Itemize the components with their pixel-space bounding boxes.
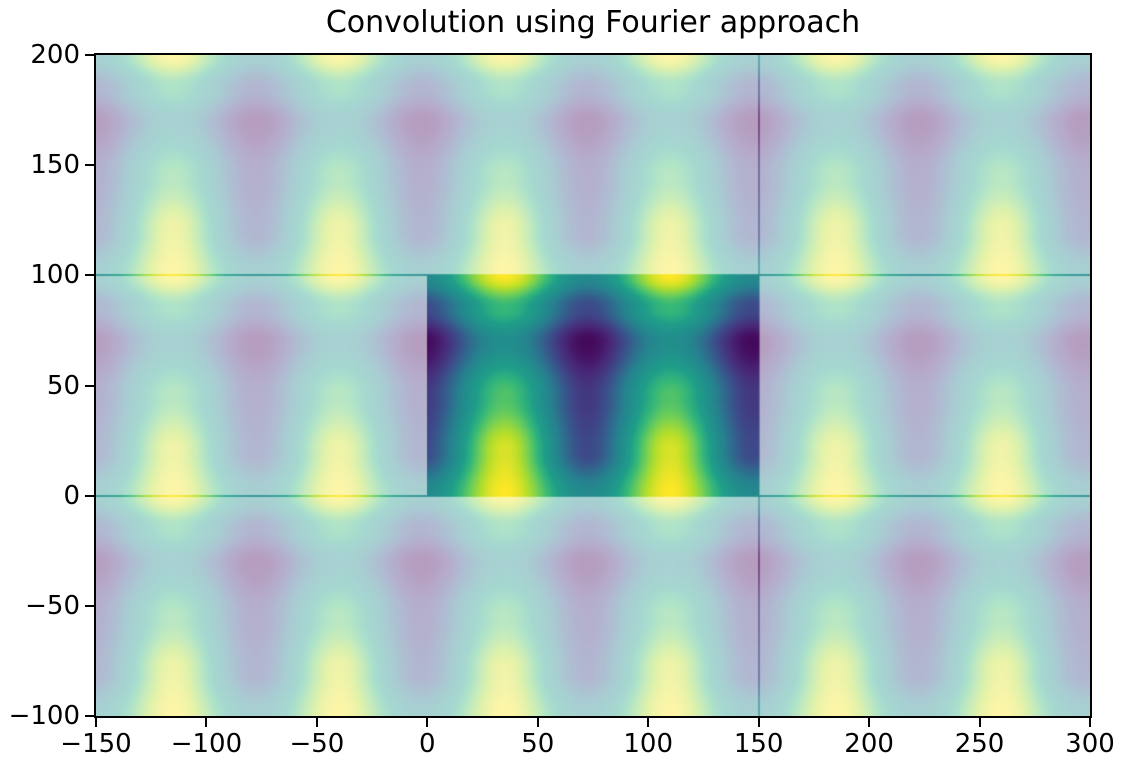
y-tick-label: 100 [30, 260, 80, 291]
y-tick-mark [85, 54, 94, 56]
x-tick-mark [536, 718, 539, 727]
y-tick-mark [85, 384, 94, 387]
x-tick-label: −150 [60, 729, 132, 759]
y-tick-label: 50 [46, 370, 80, 401]
x-tick-mark [205, 718, 208, 727]
x-tick-label: 200 [844, 729, 894, 759]
y-tick-label: 0 [63, 480, 80, 511]
x-tick-mark [757, 718, 760, 727]
x-tick-label: −50 [289, 729, 345, 759]
x-tick-mark [95, 718, 97, 727]
plot-area [94, 53, 1092, 718]
x-tick-mark [315, 718, 318, 727]
y-tick-mark [85, 494, 94, 497]
x-tick-label: 250 [954, 729, 1005, 759]
y-tick-mark [85, 715, 94, 717]
x-tick-mark [1089, 718, 1091, 727]
y-tick-mark [85, 164, 94, 167]
y-tick-mark [85, 274, 94, 277]
y-tick-label: 150 [30, 150, 80, 181]
y-tick-mark [85, 604, 94, 607]
x-tick-label: 300 [1065, 729, 1115, 759]
x-tick-label: 100 [623, 729, 674, 759]
heatmap-canvas [96, 55, 1090, 716]
x-tick-label: −100 [170, 729, 243, 759]
x-tick-label: 0 [419, 729, 436, 759]
y-tick-label: −100 [8, 701, 80, 731]
x-tick-label: 150 [733, 729, 784, 759]
y-tick-label: 200 [30, 40, 80, 70]
y-tick-label: −50 [25, 590, 80, 621]
plot-title: Convolution using Fourier approach [325, 5, 861, 40]
x-tick-label: 50 [521, 729, 555, 759]
x-tick-mark [978, 718, 981, 727]
x-tick-mark [426, 718, 429, 727]
x-tick-mark [647, 718, 650, 727]
x-tick-mark [868, 718, 871, 727]
